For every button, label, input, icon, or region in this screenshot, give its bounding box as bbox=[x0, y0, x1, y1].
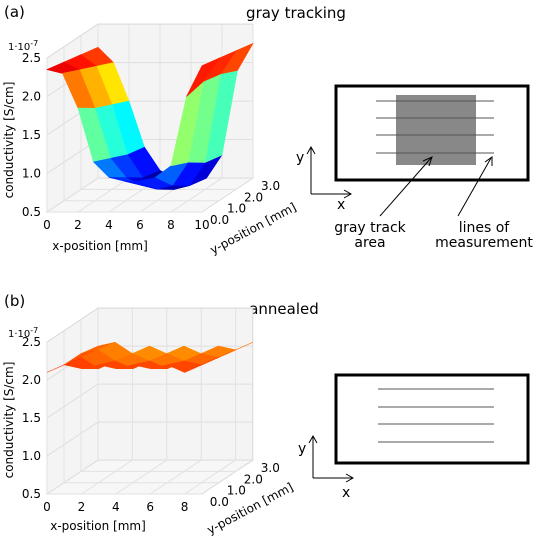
surface-b bbox=[46, 341, 253, 373]
measurement-lines-b bbox=[378, 388, 494, 443]
measurement-lines-a bbox=[376, 100, 494, 154]
lines-label-2: measurement bbox=[435, 235, 533, 251]
z-tick-label: 2.5 bbox=[22, 335, 41, 349]
ticks-b: 0.51.01.52.02.50 2 4 6 8 0.01.02.03.0 bbox=[22, 335, 280, 514]
x-tick-label: 10 bbox=[194, 218, 209, 232]
y-letter-b: y bbox=[298, 441, 306, 457]
lines-label-1: lines of bbox=[459, 220, 511, 236]
x-axis-label-b: x-position [mm] bbox=[50, 519, 146, 533]
gray-track-label-2: area bbox=[354, 235, 385, 251]
x-tick-label: 8 bbox=[167, 218, 175, 232]
y-tick-label: 0.0 bbox=[210, 213, 229, 227]
x-tick-label: 2 bbox=[74, 218, 82, 232]
surface-facet bbox=[186, 57, 220, 97]
x-tick-label: 4 bbox=[112, 500, 120, 514]
z-exponent-a: 1·10-7 bbox=[8, 39, 38, 53]
x-tick-label: 0 bbox=[43, 218, 51, 232]
surface-a bbox=[46, 42, 254, 190]
y-tick-label: 1.0 bbox=[227, 484, 246, 498]
y-gridline-b bbox=[63, 330, 219, 484]
y-gridline-a bbox=[46, 58, 202, 213]
diagram-a: y x gray track area lines of measurement bbox=[296, 84, 533, 251]
y-arrowhead-a bbox=[306, 145, 316, 155]
y-arrowhead-b bbox=[308, 434, 318, 444]
z-axis-label-b: conductivity [S/cm] bbox=[2, 362, 16, 479]
z-tick-label: 0.5 bbox=[22, 487, 41, 501]
sample-outline-b bbox=[334, 373, 530, 465]
lines-pointer-line bbox=[457, 157, 492, 217]
plot3d-a: 0.51.01.52.02.50 2 4 6 8 10 0.01.02.03.0 1·10-… bbox=[2, 23, 299, 257]
sample-outline-a bbox=[334, 84, 530, 182]
y-tick-label: 2.0 bbox=[244, 472, 263, 486]
z-tick-label: 1.5 bbox=[22, 411, 41, 425]
z-axis-label-a: conductivity [S/cm] bbox=[2, 82, 16, 199]
panel-label-b: (b) bbox=[4, 292, 25, 310]
panel-b: (b) annealed 0.51.01.52.02.50 2 4 6 8 0.01.02… bbox=[2, 292, 530, 537]
y-tick-label: 0.0 bbox=[210, 495, 229, 509]
x-tick-label: 6 bbox=[146, 500, 154, 514]
x-tick-label: 4 bbox=[105, 218, 113, 232]
z-tick-label: 1.0 bbox=[22, 449, 41, 463]
y-tick-label: 2.0 bbox=[244, 190, 263, 204]
y-letter-a: y bbox=[296, 150, 304, 166]
ticks-a: 0.51.01.52.02.50 2 4 6 8 10 0.01.02.03.0 bbox=[22, 51, 280, 232]
x-tick-label: 8 bbox=[181, 500, 189, 514]
panes-b bbox=[45, 307, 255, 495]
plot3d-b: 0.51.01.52.02.50 2 4 6 8 0.01.02.03.0 1·10-7 … bbox=[2, 307, 295, 537]
x-arrowhead-b bbox=[345, 473, 355, 483]
z-tick-label: 2.0 bbox=[22, 373, 41, 387]
x-tick-label: 0 bbox=[43, 500, 51, 514]
y-tick-label: 3.0 bbox=[261, 179, 280, 193]
y-axis-label-a: y-position [mm] bbox=[208, 200, 299, 257]
z-tick-label: 2.5 bbox=[22, 51, 41, 65]
x-tick-label: 2 bbox=[78, 500, 86, 514]
y-gridline-a bbox=[63, 46, 219, 202]
gray-track-area bbox=[396, 95, 476, 165]
gray-pointer-head bbox=[422, 156, 433, 167]
gray-track-label-1: gray track bbox=[334, 220, 406, 236]
z-tick-label: 1.0 bbox=[22, 167, 41, 181]
lines-pointer-head bbox=[484, 156, 493, 166]
z-exponent-b: 1·10-7 bbox=[8, 326, 38, 340]
panel-a: (a) gray tracking 0.5 1.0 1.5 2.0 2.5 0 2 4 6 8 10… bbox=[2, 3, 533, 257]
z-tick-label: 0.5 bbox=[22, 205, 41, 219]
z-tick-label: 2.0 bbox=[22, 90, 41, 104]
x-tick-label: 6 bbox=[136, 218, 144, 232]
y-tick-label: 1.0 bbox=[227, 202, 246, 216]
diagram-b: y x bbox=[298, 373, 530, 501]
x-axis-label-a: x-position [mm] bbox=[52, 239, 148, 253]
y-tick-label: 3.0 bbox=[261, 461, 280, 475]
z-tick-label: 1.5 bbox=[22, 128, 41, 142]
x-arrowhead-a bbox=[343, 189, 353, 199]
surface-facet bbox=[184, 357, 219, 373]
x-letter-b: x bbox=[342, 485, 350, 501]
y-gridline-b bbox=[80, 319, 236, 472]
title-a: gray tracking bbox=[246, 4, 346, 22]
panel-label-a: (a) bbox=[4, 3, 25, 21]
gray-pointer-line bbox=[379, 157, 432, 217]
y-gridline-b bbox=[46, 342, 202, 495]
title-b: annealed bbox=[249, 300, 319, 318]
x-letter-a: x bbox=[337, 197, 345, 213]
